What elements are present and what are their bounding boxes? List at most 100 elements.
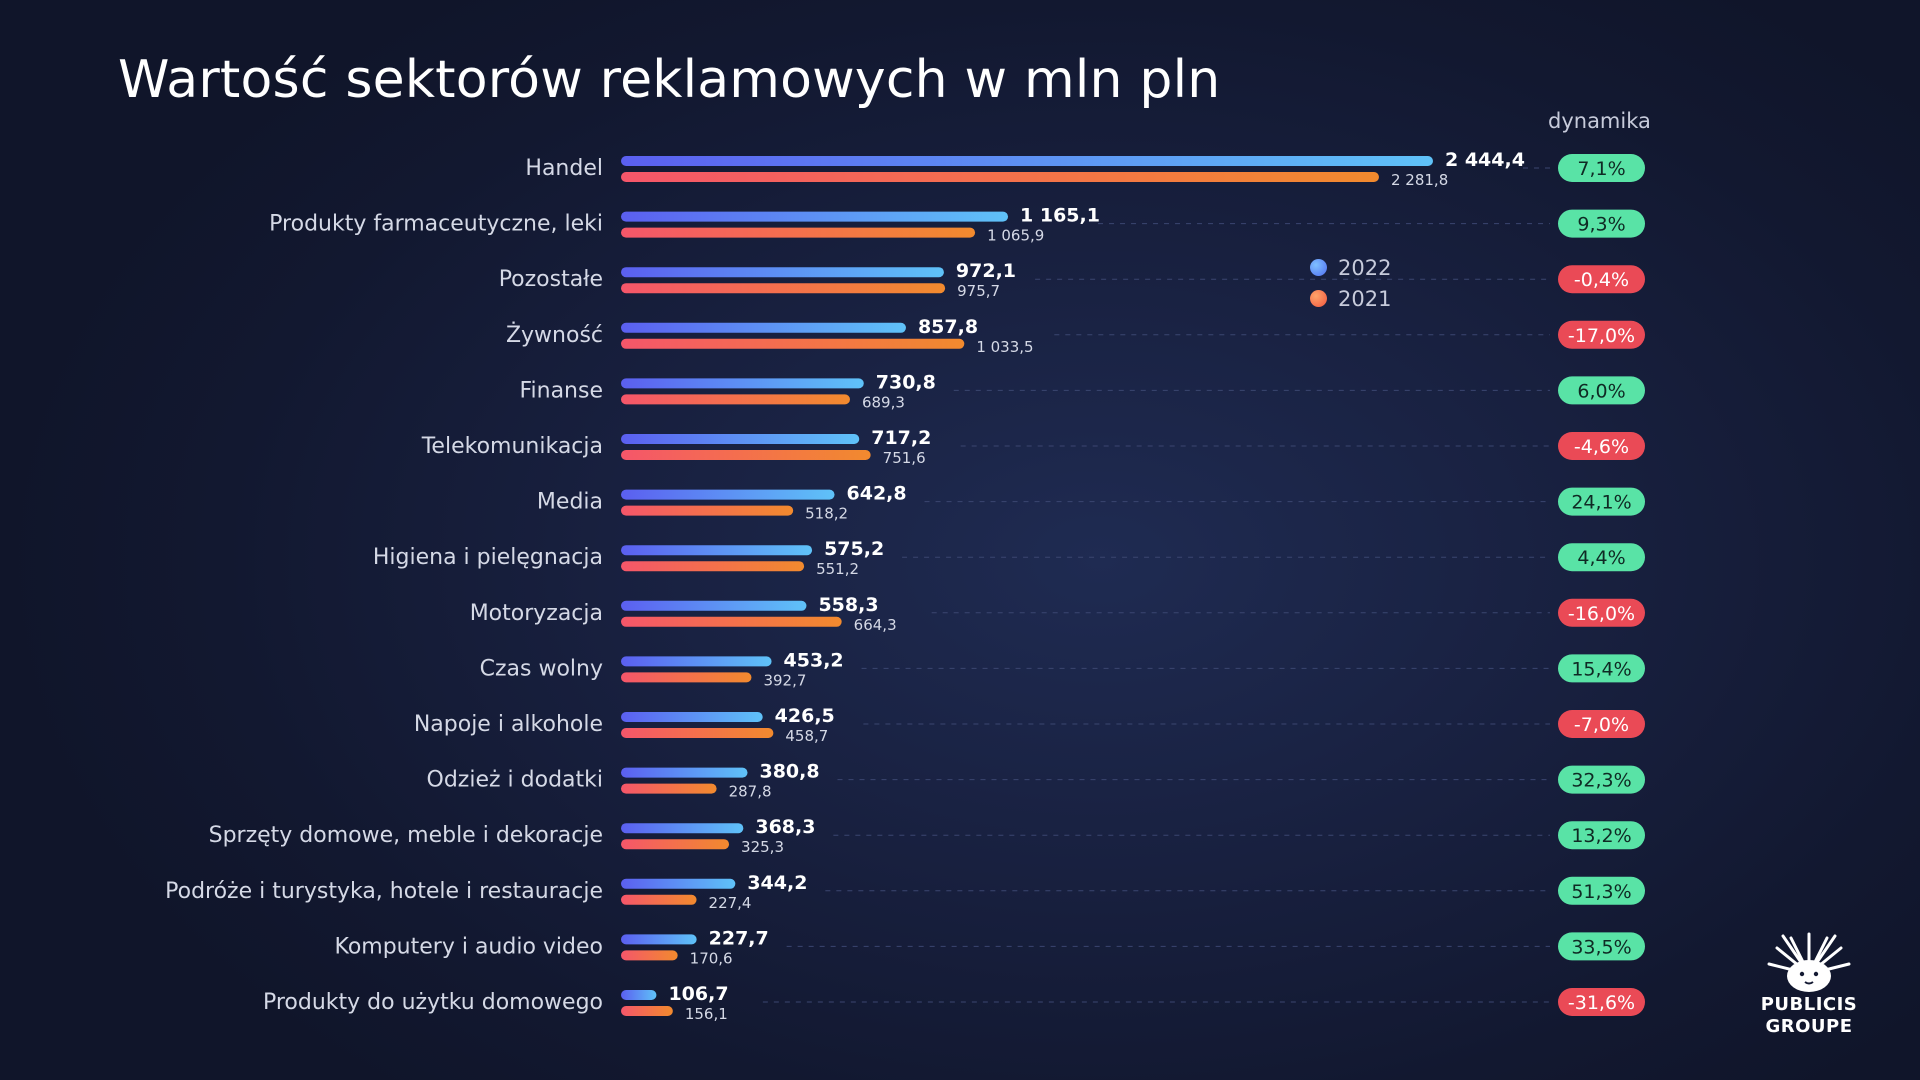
value-label-2022-finanse: 730,8 — [876, 371, 936, 393]
bar-2021-podroze-i-turystyka-hotele-i-restauracje — [621, 894, 697, 905]
logo-text-publicis: PUBLICIS — [1760, 994, 1858, 1015]
dynamics-value-produkty-do-uzytku-domowego: -31,6% — [1568, 992, 1635, 1014]
value-label-2022-komputery-i-audio-video: 227,7 — [709, 927, 769, 949]
bar-2022-komputery-i-audio-video — [621, 934, 697, 945]
dynamics-badge-motoryzacja — [1558, 598, 1645, 627]
value-label-2022-motoryzacja: 558,3 — [818, 594, 878, 616]
bar-2022-media — [621, 489, 835, 500]
value-label-2021-komputery-i-audio-video: 170,6 — [690, 949, 733, 967]
bar-2022-handel — [621, 156, 1433, 166]
publicis-groupe-logo: PUBLICIS GROUPE — [1744, 930, 1874, 1038]
value-label-2021-pozostale: 975,7 — [957, 282, 1000, 300]
bar-2022-produkty-do-uzytku-domowego — [621, 990, 657, 1000]
bar-2021-odziez-i-dodatki — [621, 783, 717, 794]
value-label-2021-motoryzacja: 664,3 — [854, 616, 897, 634]
chart-title: Wartość sektorów reklamowych w mln pln — [118, 50, 1221, 110]
category-label-zywnosc: Żywność — [506, 322, 603, 348]
value-label-2022-telekomunikacja: 717,2 — [871, 427, 931, 449]
value-label-2022-higiena-i-pielegnacja: 575,2 — [824, 538, 884, 560]
value-label-2021-media: 518,2 — [805, 505, 848, 523]
bar-2021-higiena-i-pielegnacja — [621, 561, 805, 572]
value-label-2021-odziez-i-dodatki: 287,8 — [729, 783, 772, 801]
bar-2021-produkty-farmaceutyczne-leki — [621, 227, 976, 238]
lion-emblem-icon — [1767, 932, 1851, 992]
bar-2022-higiena-i-pielegnacja — [621, 545, 813, 556]
legend-item-2021: 2021 — [1310, 283, 1391, 314]
bar-2021-czas-wolny — [621, 672, 752, 683]
category-label-handel: Handel — [525, 156, 603, 181]
legend-item-2022: 2022 — [1310, 252, 1391, 283]
bar-2021-handel — [621, 172, 1379, 182]
dynamics-badge-napoje-i-alkohole — [1558, 710, 1645, 738]
category-label-czas-wolny: Czas wolny — [480, 656, 603, 681]
dynamics-value-pozostale: -0,4% — [1574, 269, 1629, 291]
category-label-sprzety-domowe-meble-i-dekoracje: Sprzęty domowe, meble i dekoracje — [209, 823, 603, 848]
dynamics-badge-handel — [1558, 154, 1645, 182]
dynamics-value-napoje-i-alkohole: -7,0% — [1574, 714, 1629, 736]
value-label-2022-produkty-farmaceutyczne-leki: 1 165,1 — [1020, 205, 1100, 227]
dynamics-value-handel: 7,1% — [1577, 158, 1625, 180]
bar-2022-pozostale — [621, 267, 944, 278]
value-label-2022-sprzety-domowe-meble-i-dekoracje: 368,3 — [755, 816, 815, 838]
bar-2021-media — [621, 505, 794, 516]
legend-label-2021: 2021 — [1338, 286, 1392, 311]
dynamics-badge-pozostale — [1558, 265, 1645, 294]
dynamics-badge-podroze-i-turystyka-hotele-i-restauracje — [1558, 876, 1645, 905]
value-label-2022-podroze-i-turystyka-hotele-i-restauracje: 344,2 — [747, 872, 807, 894]
bar-2021-sprzety-domowe-meble-i-dekoracje — [621, 839, 730, 850]
category-label-telekomunikacja: Telekomunikacja — [421, 434, 603, 459]
legend: 2022 2021 — [1310, 252, 1391, 314]
value-label-2022-produkty-do-uzytku-domowego: 106,7 — [668, 983, 728, 1005]
value-label-2021-czas-wolny: 392,7 — [763, 671, 806, 689]
plot-area: Handel 2 444,42 281,8 7,1% Produkty farmace… — [165, 149, 1645, 1023]
dynamics-header: dynamika — [1548, 109, 1651, 133]
value-label-2021-produkty-do-uzytku-domowego: 156,1 — [685, 1005, 728, 1023]
value-label-2021-higiena-i-pielegnacja: 551,2 — [816, 560, 859, 578]
value-label-2022-napoje-i-alkohole: 426,5 — [775, 705, 835, 727]
dynamics-value-higiena-i-pielegnacja: 4,4% — [1577, 547, 1625, 569]
bar-2021-produkty-do-uzytku-domowego — [621, 1006, 673, 1016]
category-label-podroze-i-turystyka-hotele-i-restauracje: Podróże i turystyka, hotele i restauracj… — [165, 879, 603, 904]
value-label-2022-handel: 2 444,4 — [1445, 149, 1525, 171]
value-label-2022-odziez-i-dodatki: 380,8 — [759, 761, 819, 783]
dynamics-value-motoryzacja: -16,0% — [1568, 603, 1635, 625]
category-label-motoryzacja: Motoryzacja — [470, 601, 603, 626]
bar-2022-telekomunikacja — [621, 434, 860, 444]
bar-2022-napoje-i-alkohole — [621, 712, 763, 722]
category-label-finanse: Finanse — [519, 378, 603, 403]
dynamics-badge-higiena-i-pielegnacja — [1558, 543, 1645, 572]
legend-swatch-2021 — [1310, 290, 1327, 307]
dynamics-badge-telekomunikacja — [1558, 432, 1645, 460]
category-label-higiena-i-pielegnacja: Higiena i pielęgnacja — [373, 545, 603, 570]
bar-2022-sprzety-domowe-meble-i-dekoracje — [621, 823, 744, 834]
value-label-2021-podroze-i-turystyka-hotele-i-restauracje: 227,4 — [709, 894, 752, 912]
dynamics-value-sprzety-domowe-meble-i-dekoracje: 13,2% — [1571, 825, 1631, 847]
dynamics-badge-zywnosc — [1558, 320, 1645, 349]
bar-2021-komputery-i-audio-video — [621, 950, 678, 961]
category-label-komputery-i-audio-video: Komputery i audio video — [334, 934, 603, 959]
dynamics-badge-komputery-i-audio-video — [1558, 932, 1645, 961]
category-label-produkty-farmaceutyczne-leki: Produkty farmaceutyczne, leki — [269, 212, 603, 237]
dynamics-badge-finanse — [1558, 376, 1645, 405]
dynamics-value-podroze-i-turystyka-hotele-i-restauracje: 51,3% — [1571, 881, 1631, 903]
dynamics-badge-sprzety-domowe-meble-i-dekoracje — [1558, 821, 1645, 850]
value-label-2022-czas-wolny: 453,2 — [784, 649, 844, 671]
bar-2022-finanse — [621, 378, 864, 389]
value-label-2022-pozostale: 972,1 — [956, 260, 1016, 282]
bar-2022-odziez-i-dodatki — [621, 767, 748, 778]
category-label-media: Media — [537, 490, 603, 515]
bar-2021-finanse — [621, 394, 850, 405]
bar-2021-motoryzacja — [621, 616, 842, 627]
dynamics-badge-media — [1558, 487, 1645, 516]
dynamics-value-media: 24,1% — [1571, 492, 1631, 514]
value-label-2021-finanse: 689,3 — [862, 393, 905, 411]
bar-2022-produkty-farmaceutyczne-leki — [621, 211, 1009, 222]
bar-2021-napoje-i-alkohole — [621, 728, 774, 738]
value-label-2021-produkty-farmaceutyczne-leki: 1 065,9 — [987, 227, 1044, 245]
value-label-2021-sprzety-domowe-meble-i-dekoracje: 325,3 — [741, 838, 784, 856]
bar-2022-motoryzacja — [621, 600, 807, 611]
value-label-2022-zywnosc: 857,8 — [918, 316, 978, 338]
bar-2021-pozostale — [621, 283, 946, 294]
category-label-odziez-i-dodatki: Odzież i dodatki — [427, 768, 603, 793]
